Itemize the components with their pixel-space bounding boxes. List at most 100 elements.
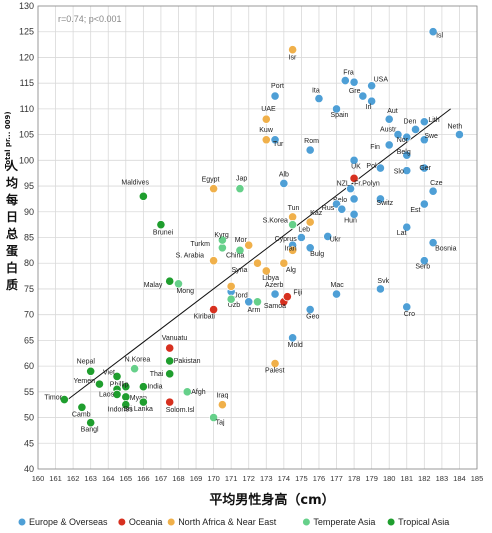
point-label: Afgh — [191, 389, 206, 396]
point-label: Bangl — [81, 427, 99, 434]
data-point-europe — [428, 27, 438, 37]
legend-label-temperate: Temperate Asia — [313, 517, 375, 527]
data-point-europe — [296, 232, 306, 243]
data-point-temperate — [173, 279, 184, 289]
grid-lines — [37, 5, 478, 470]
legend: Europe & Overseas Oceania North Africa & N… — [17, 517, 449, 527]
data-point-tropical — [112, 389, 122, 400]
data-point-europe — [428, 186, 438, 196]
x-tick-label: 166 — [137, 474, 150, 483]
point-label: Cro — [404, 311, 415, 318]
point-label: Neth — [447, 124, 462, 131]
x-axis-ticks: 160 161 162 163 164 165 166 167 168 169 170 171 172 1… — [32, 474, 484, 483]
x-tick-label: 172 — [242, 474, 255, 483]
point-label: Uzb — [228, 302, 241, 309]
point-label: Hun — [344, 217, 357, 224]
y-axis-label-english: Total pr... 009) — [4, 111, 12, 168]
y-label-char: 每 — [6, 192, 18, 207]
legend-swatch-oceania — [117, 517, 126, 527]
data-point-europe — [270, 289, 280, 299]
data-point-tropical — [77, 402, 87, 412]
x-tick-label: 162 — [67, 474, 80, 483]
legend-label-oceania: Oceania — [129, 517, 163, 527]
data-point-temperate — [129, 364, 140, 374]
legend-label-africa: North Africa & Near East — [178, 517, 277, 527]
point-label: Maldives — [121, 179, 149, 186]
point-label: Bulg — [310, 251, 324, 258]
point-label: Yemen — [73, 378, 95, 385]
data-point-europe — [410, 124, 421, 135]
point-label: Leb — [298, 227, 310, 234]
point-label: Lat — [397, 230, 407, 237]
y-label-char: 白 — [6, 260, 18, 275]
x-tick-label: 173 — [260, 474, 273, 483]
point-label: Isr — [289, 55, 297, 62]
data-point-europe — [337, 204, 347, 214]
x-tick-label: 167 — [155, 474, 168, 483]
point-label: Geo — [306, 314, 319, 321]
point-label: Ukr — [330, 236, 342, 243]
point-label: Iraq — [216, 393, 228, 400]
point-label: Slo — [394, 169, 404, 176]
data-point-tropical — [165, 369, 175, 379]
x-tick-label: 180 — [383, 474, 396, 483]
data-point-europe — [358, 91, 368, 101]
correlation-annotation: r=0.74; p<0.001 — [58, 14, 122, 24]
point-label: Palest — [265, 368, 285, 375]
point-label: Nor — [397, 137, 409, 144]
point-label: Myan — [130, 395, 147, 402]
legend-swatch-africa — [167, 517, 176, 527]
x-tick-label: 184 — [453, 474, 466, 483]
data-point-temperate — [235, 245, 245, 255]
y-tick-label: 110 — [20, 104, 34, 114]
data-point-tropical — [59, 394, 69, 405]
y-axis-ticks: 40 45 50 55 60 65 70 75 80 85 90 95 100 105 110 115 120 1… — [19, 1, 34, 474]
data-point-africa — [261, 114, 271, 124]
data-point-europe — [393, 130, 403, 140]
data-point-europe — [349, 155, 359, 165]
data-point-europe — [375, 194, 386, 204]
y-tick-label: 85 — [24, 233, 34, 243]
x-tick-label: 182 — [418, 474, 431, 483]
data-point-europe — [428, 238, 438, 248]
data-point-africa — [209, 256, 219, 266]
data-point-europe — [419, 163, 429, 173]
point-label: USA — [374, 77, 389, 84]
x-tick-label: 164 — [102, 474, 115, 483]
data-point-tropical — [121, 382, 131, 392]
y-tick-label: 50 — [24, 413, 34, 423]
point-label: China — [226, 252, 244, 259]
legend-swatch-tropical — [387, 517, 396, 527]
plot-border — [37, 5, 478, 470]
point-label: Indones — [108, 407, 133, 414]
x-tick-label: 163 — [84, 474, 97, 483]
data-point-africa — [305, 217, 315, 227]
point-label: Lith — [428, 117, 439, 124]
data-point-africa — [261, 135, 271, 145]
point-label: Isl — [436, 33, 443, 40]
data-point-europe — [331, 289, 342, 299]
point-label: Svk — [377, 278, 389, 285]
point-label: Tur — [273, 141, 284, 148]
x-tick-label: 185 — [471, 474, 484, 483]
y-label-char: 蛋 — [6, 244, 18, 258]
legend-swatch-europe — [17, 517, 27, 527]
data-point-temperate — [209, 412, 219, 423]
point-label: Tun — [288, 205, 300, 212]
y-label-char: 总 — [6, 226, 18, 241]
point-label: Est — [410, 207, 420, 214]
data-point-europe — [305, 145, 315, 155]
data-point-europe — [305, 304, 315, 315]
point-label: Jord — [234, 293, 248, 300]
data-point-oceania — [165, 343, 175, 353]
point-label: Syria — [232, 267, 248, 274]
y-tick-label: 125 — [19, 27, 34, 37]
data-point-oceania — [209, 304, 219, 315]
data-point-europe — [454, 130, 465, 140]
point-label: Mold — [288, 342, 303, 349]
data-point-europe — [419, 135, 429, 145]
point-label: Switz — [376, 200, 393, 207]
data-point-tropical — [94, 379, 105, 389]
data-point-temperate — [288, 220, 298, 230]
point-label: Egypt — [202, 177, 220, 184]
